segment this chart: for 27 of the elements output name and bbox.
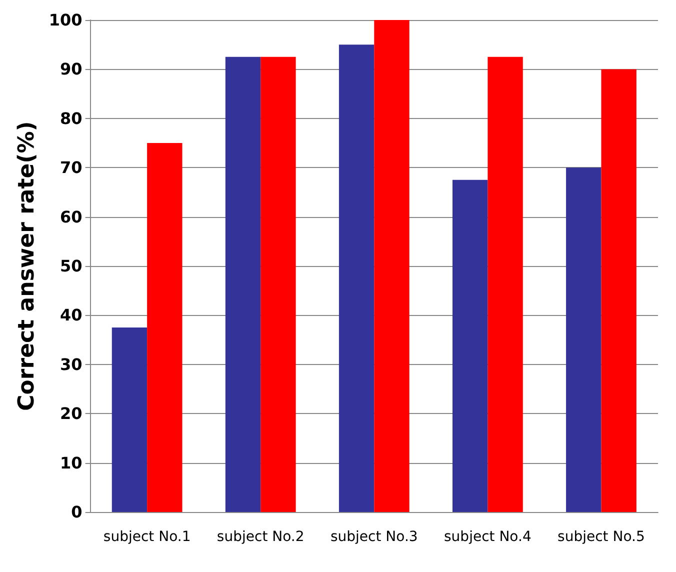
bar	[566, 168, 602, 512]
x-tick-label: subject No.5	[558, 529, 645, 545]
y-tick-label: 0	[71, 502, 82, 522]
y-tick-label: 20	[60, 404, 82, 424]
bar	[601, 69, 636, 512]
bar	[452, 180, 488, 512]
bar	[260, 56, 296, 512]
bar	[488, 56, 523, 512]
y-tick-label: 90	[60, 60, 82, 79]
bar	[338, 44, 374, 512]
y-tick-label: 80	[60, 108, 82, 128]
bar	[112, 328, 148, 512]
x-tick-label: subject No.3	[330, 529, 418, 545]
bar	[147, 143, 182, 512]
bar	[374, 20, 410, 512]
x-tick-label: subject No.1	[103, 529, 191, 545]
y-tick-label: 70	[60, 158, 82, 178]
y-tick-label: 50	[60, 256, 82, 276]
y-tick-label: 60	[60, 207, 82, 226]
y-axis-title: Correct answer rate(%)	[14, 121, 40, 411]
y-tick-label: 100	[48, 10, 82, 30]
y-tick-label: 30	[60, 354, 82, 374]
bar	[225, 56, 261, 512]
y-tick-label: 40	[60, 306, 82, 325]
y-tick-label: 10	[60, 453, 82, 472]
x-tick-label: subject No.2	[216, 529, 304, 545]
x-tick-label: subject No.4	[444, 529, 532, 545]
